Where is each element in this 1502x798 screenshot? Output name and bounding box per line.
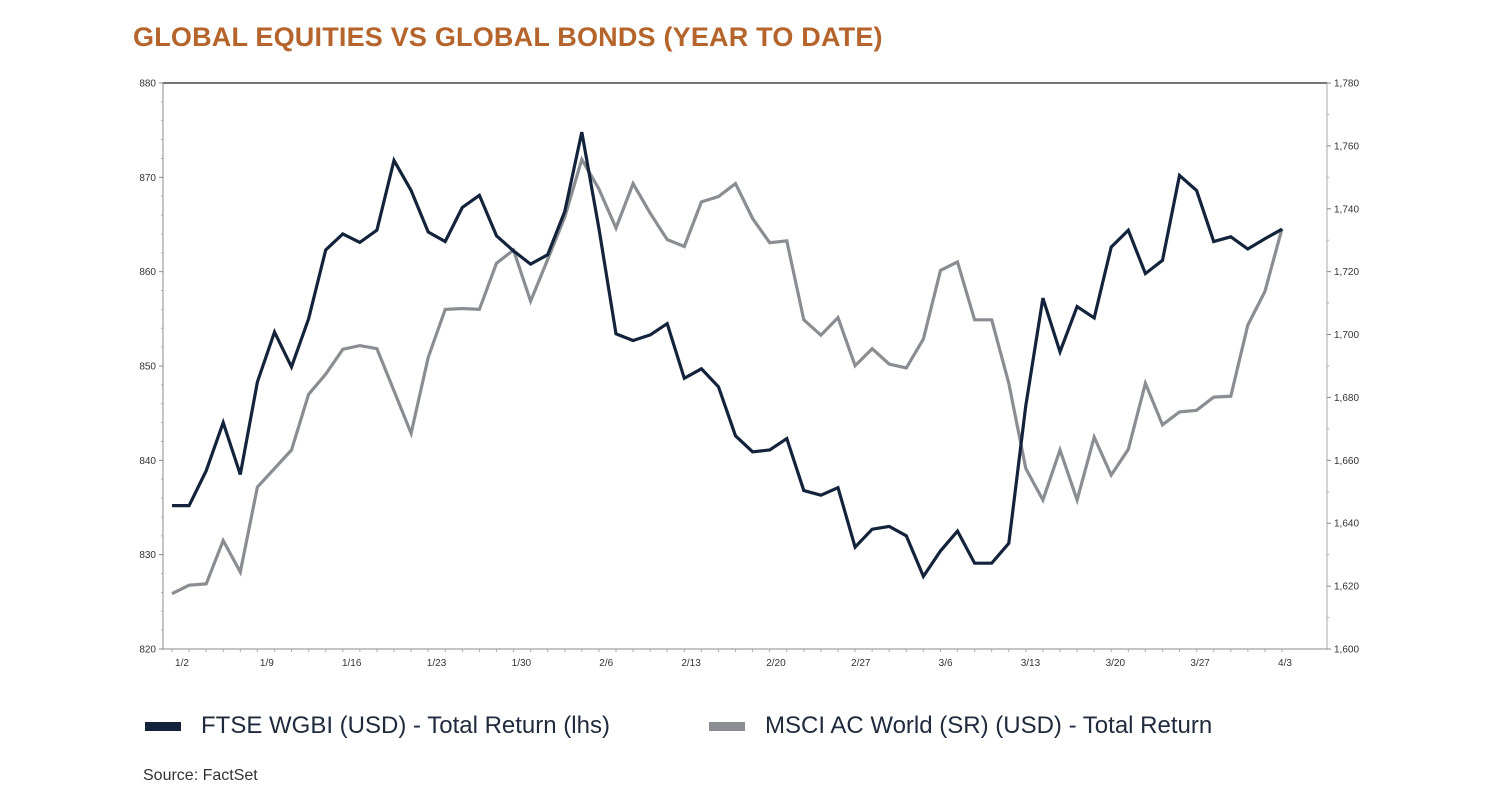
right-tick-label: 1,620: [1334, 582, 1359, 593]
legend-label: MSCI AC World (SR) (USD) - Total Return: [765, 712, 1213, 739]
x-tick-label: 3/27: [1190, 658, 1210, 669]
right-tick-label: 1,760: [1334, 141, 1359, 152]
x-tick-label: 1/9: [260, 658, 274, 669]
x-tick-label: 4/3: [1278, 658, 1292, 669]
x-tick-label: 3/13: [1021, 658, 1041, 669]
x-tick-label: 1/23: [427, 658, 447, 669]
left-tick-label: 820: [139, 645, 156, 656]
x-tick-label: 1/30: [512, 658, 532, 669]
series-line-msci-acwi: [171, 155, 1284, 596]
legend-label: FTSE WGBI (USD) - Total Return (lhs): [201, 712, 610, 739]
chart-title: GLOBAL EQUITIES VS GLOBAL BONDS (YEAR TO…: [133, 22, 883, 52]
right-tick-label: 1,660: [1334, 456, 1359, 467]
right-tick-label: 1,700: [1334, 330, 1359, 341]
x-tick-label: 3/6: [939, 658, 953, 669]
right-tick-label: 1,680: [1334, 393, 1359, 404]
legend-swatch-dark: [145, 721, 181, 731]
right-tick-label: 1,600: [1334, 645, 1359, 656]
right-tick-label: 1,640: [1334, 519, 1359, 530]
legend-item-msci-acwi: MSCI AC World (SR) (USD) - Total Return: [709, 712, 1212, 740]
x-tick-label: 2/20: [766, 658, 786, 669]
x-tick-label: 1/16: [342, 658, 362, 669]
right-tick-label: 1,740: [1334, 204, 1359, 215]
left-tick-label: 870: [139, 173, 156, 184]
x-tick-label: 2/13: [681, 658, 701, 669]
left-tick-label: 860: [139, 267, 156, 278]
x-tick-label: 1/2: [175, 658, 189, 669]
legend-swatch-gray: [709, 721, 745, 731]
series-lines: [171, 131, 1284, 596]
left-tick-label: 880: [139, 79, 156, 90]
right-tick-label: 1,780: [1334, 79, 1359, 90]
right-tick-label: 1,720: [1334, 267, 1359, 278]
x-tick-label: 2/6: [599, 658, 613, 669]
axes: 820 830 840 850 860 870 880 1,600 1,620 1,640 1,66…: [139, 79, 1359, 670]
x-tick-label: 2/27: [851, 658, 871, 669]
left-tick-label: 850: [139, 362, 156, 373]
legend-item-ftse-wgbi: FTSE WGBI (USD) - Total Return (lhs): [145, 712, 610, 740]
x-tick-label: 3/20: [1106, 658, 1126, 669]
left-tick-label: 840: [139, 456, 156, 467]
source-note: Source: FactSet: [143, 767, 258, 784]
series-line-ftse-wgbi: [172, 131, 1283, 580]
left-tick-label: 830: [139, 550, 156, 561]
